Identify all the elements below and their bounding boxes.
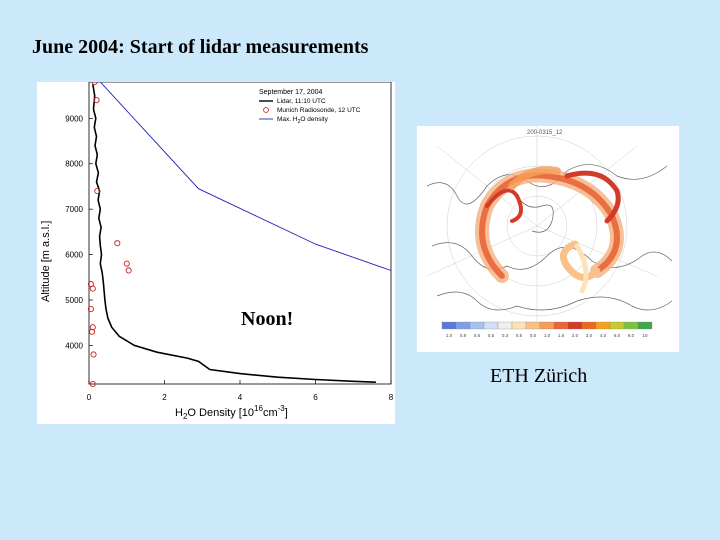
x-axis-label-sup2: -3 [278,404,286,413]
lidar-chart: 0 2 4 6 8 4000 5000 6000 7000 8000 9000 Lidar, 11:… [40,82,394,421]
x-tick-label: 8 [389,393,394,402]
colorbar-swatch [539,321,555,330]
colorbar-swatch [455,321,471,330]
colorbar-label: 1.0 [544,333,551,338]
legend-label-0: Lidar, 11:10 UTC [277,98,326,105]
colorbar-label: 0.5 [516,333,523,338]
y-tick-label: 6000 [65,251,83,260]
y-tick-label: 9000 [65,114,83,123]
y-tick-label: 5000 [65,296,83,305]
colorbar-label: 0.0 [530,333,537,338]
colorbar-label: 0.5 [488,333,495,338]
colorbar-label: 8.0 [628,333,635,338]
y-axis-label: Altitude [m a.s.l.] [40,221,52,302]
colorbar-label: 6.0 [614,333,621,338]
x-tick-label: 6 [313,393,318,402]
x-axis-label-end: ] [285,407,288,419]
legend-swatch-1 [263,107,269,113]
plot-area-frame [88,82,392,385]
map-title: 200-0315_12 [527,130,563,136]
trajectory-plume [475,166,624,294]
x-axis-label-sub: 2 [183,412,188,421]
colorbar-label: 0.3 [502,333,509,338]
lidar-chart-panel: 0 2 4 6 8 4000 5000 6000 7000 8000 9000 Lidar, 11:… [37,82,395,424]
slide-title: June 2004: Start of lidar measurements [32,36,369,58]
colorbar-swatch [553,321,569,330]
colorbar-swatch [637,321,653,330]
colorbar-swatch [469,321,485,330]
colorbar-swatch [581,321,597,330]
radiosonde-point [94,187,101,195]
colorbar-swatch [595,321,611,330]
coastline-lines [426,164,673,311]
colorbar-swatch [609,321,625,330]
legend-label-2: Max. H2O density [277,116,329,125]
chart-title: September 17, 2004 [259,89,323,96]
map-colorbar: 1.0 0.8 0.6 0.5 0.3 0.5 0.0 1.0 1.5 2.0 3.0 4.0 6.0 8… [441,321,653,338]
series-line-2 [99,82,392,271]
colorbar-label: 2.0 [572,333,579,338]
trajectory-map-panel: 200-0315_12 1.0 0.8 0.6 0.5 0. [417,126,679,352]
map-graticule [426,126,658,321]
x-axis-label-tail: cm [263,407,278,419]
y-tick-label: 7000 [65,205,83,214]
colorbar-label: 0.6 [474,333,481,338]
radiosonde-point [123,260,130,267]
colorbar-label: 1.0 [446,333,453,338]
x-axis-label-rest: O Density [10 [187,407,254,419]
radiosonde-point [89,380,96,388]
colorbar-swatch [441,321,457,330]
radiosonde-point [93,97,100,104]
colorbar-label: 10 [642,333,648,338]
colorbar-swatch [525,321,541,330]
y-tick-label: 4000 [65,341,83,350]
noon-label: Noon! [241,308,294,330]
x-tick-label: 2 [162,393,167,402]
radiosonde-point [89,324,96,331]
legend-label-1: Munich Radiosonde, 12 UTC [277,107,361,114]
y-tick-label: 8000 [65,160,83,169]
x-axis-label-sup: 16 [254,404,263,413]
x-tick-label: 4 [238,393,243,402]
radiosonde-point [90,351,97,358]
radiosonde-point [89,285,96,292]
colorbar-swatch [483,321,499,330]
colorbar-label: 3.0 [586,333,593,338]
colorbar-swatch [623,321,639,330]
credit-label: ETH Zürich [490,365,588,387]
colorbar-swatch [567,321,583,330]
legend-label-sub: 2 [298,119,301,125]
radiosonde-point [91,82,98,86]
colorbar-swatch [497,321,513,330]
x-axis-label: H2O Density [1016cm-3] [175,404,288,421]
radiosonde-point [125,267,132,274]
trajectory-map: 200-0315_12 1.0 0.8 0.6 0.5 0. [426,126,673,338]
colorbar-label: 4.0 [600,333,607,338]
radiosonde-point [114,240,121,247]
radiosonde-point [88,328,96,335]
series-line-0 [92,84,376,383]
colorbar-label: 1.5 [558,333,565,338]
colorbar-label: 0.8 [460,333,467,338]
colorbar-swatch [511,321,527,330]
x-axis-label-main: H [175,407,183,419]
x-tick-label: 0 [87,393,92,402]
legend-label-rest: O density [300,116,328,123]
radiosonde-point [87,306,94,313]
